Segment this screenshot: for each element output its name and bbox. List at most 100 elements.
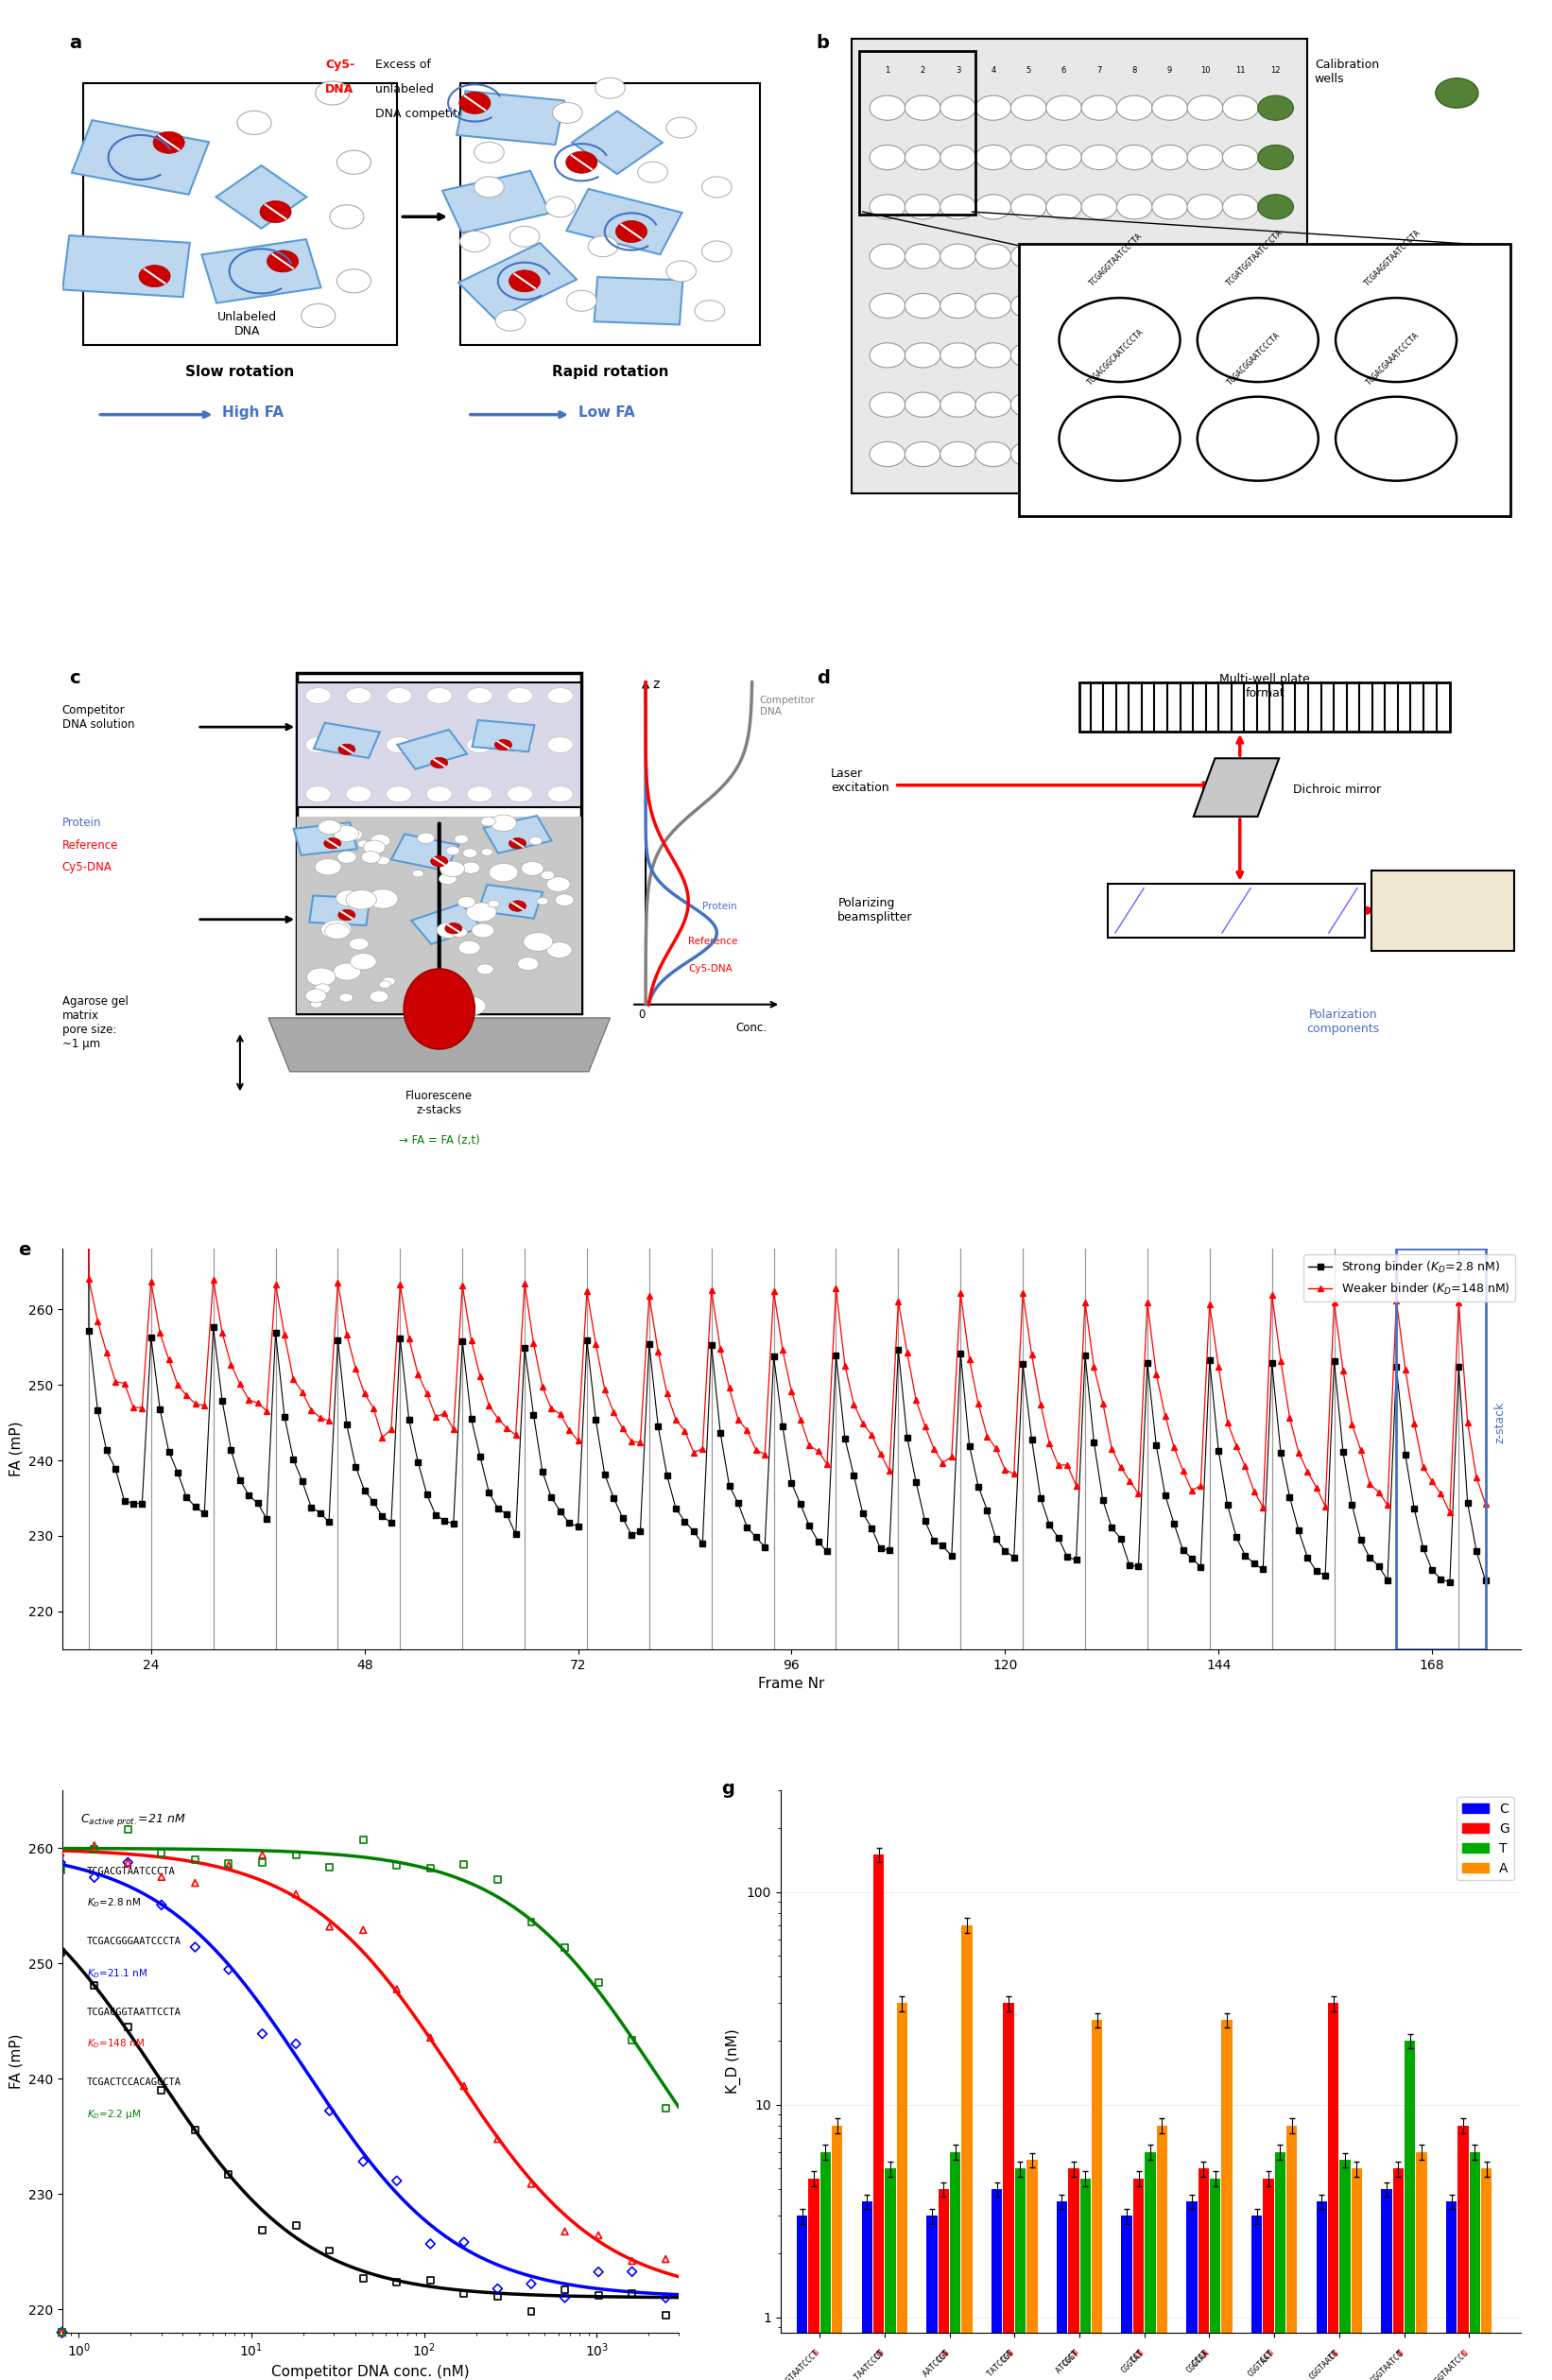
Text: $K_D$=2.8 nM: $K_D$=2.8 nM [87, 1897, 141, 1909]
Bar [1405, 2040, 1415, 2380]
FancyBboxPatch shape [296, 816, 582, 1014]
Point [351, 2142, 376, 2180]
Text: 0: 0 [638, 1009, 646, 1021]
Circle shape [1257, 343, 1293, 367]
Point [216, 1844, 241, 1883]
Circle shape [1046, 393, 1082, 416]
Text: TCGAGGTAATCCCTA: TCGAGGTAATCCCTA [1088, 231, 1144, 288]
Text: CGGTAATCC: CGGTAATCC [1369, 2349, 1406, 2380]
Point [14, 1821, 39, 1859]
Text: N: N [812, 2349, 821, 2359]
Point [14, 1833, 39, 1871]
Point [14, 1821, 39, 1859]
Circle shape [509, 226, 540, 248]
Text: CGGT: CGGT [1062, 2349, 1080, 2368]
Bar [1392, 2168, 1403, 2380]
Text: N: N [1181, 2349, 1211, 2378]
X-axis label: Competitor DNA conc. (nM): Competitor DNA conc. (nM) [272, 2363, 470, 2378]
Circle shape [1010, 293, 1046, 319]
Bar [897, 2004, 908, 2380]
Circle shape [476, 964, 494, 973]
Text: F: F [869, 350, 874, 359]
Circle shape [1082, 393, 1117, 416]
Circle shape [508, 738, 532, 752]
Circle shape [869, 195, 905, 219]
Text: 7: 7 [1097, 67, 1102, 76]
Text: D: D [869, 252, 875, 259]
Bar [1381, 2190, 1392, 2380]
Circle shape [976, 443, 1010, 466]
Bar [1080, 2178, 1091, 2380]
Circle shape [1152, 343, 1187, 367]
Circle shape [1436, 79, 1478, 107]
Y-axis label: FA (mP): FA (mP) [8, 2035, 23, 2090]
Text: Dichroic mirror: Dichroic mirror [1293, 783, 1381, 795]
Y-axis label: FA (mP): FA (mP) [8, 1421, 23, 1476]
Point [351, 2259, 376, 2297]
Circle shape [1010, 95, 1046, 121]
Circle shape [324, 838, 341, 850]
Circle shape [1257, 95, 1293, 121]
Circle shape [1046, 343, 1082, 367]
Text: CCCT: CCCT [1167, 2349, 1211, 2380]
Circle shape [1257, 293, 1293, 319]
Circle shape [315, 81, 349, 105]
Text: Competitor
DNA: Competitor DNA [759, 695, 815, 716]
Circle shape [306, 785, 331, 802]
Circle shape [346, 890, 377, 909]
Text: TCGACGGCAATCCCTA: TCGACGGCAATCCCTA [1086, 328, 1145, 388]
Circle shape [905, 195, 941, 219]
Circle shape [1046, 145, 1082, 169]
Legend: Strong binder ($K_D$=2.8 nM), Weaker binder ($K_D$=148 nM): Strong binder ($K_D$=2.8 nM), Weaker bin… [1304, 1254, 1515, 1302]
Circle shape [976, 343, 1010, 367]
Circle shape [1223, 95, 1259, 121]
Point [351, 1911, 376, 1949]
Point [417, 2225, 442, 2263]
Text: N: N [996, 2349, 1015, 2368]
Circle shape [1223, 145, 1259, 169]
Circle shape [556, 895, 574, 907]
Circle shape [1152, 145, 1187, 169]
Bar [1145, 2152, 1156, 2380]
Bar [796, 2216, 807, 2380]
Circle shape [445, 923, 462, 933]
Text: 1: 1 [885, 67, 889, 76]
Point [385, 2161, 410, 2199]
Point [518, 2266, 543, 2304]
FancyBboxPatch shape [84, 83, 397, 345]
Text: N: N [1058, 2349, 1080, 2370]
Point [216, 1847, 241, 1885]
Circle shape [1152, 243, 1187, 269]
Bar [1287, 2125, 1297, 2380]
Text: 8: 8 [1131, 67, 1138, 76]
Point [518, 1904, 543, 1942]
Bar [832, 2125, 843, 2380]
Text: G: G [869, 400, 875, 409]
Circle shape [941, 243, 976, 269]
Circle shape [1046, 195, 1082, 219]
Point [417, 1849, 442, 1887]
Point [284, 1875, 309, 1914]
Text: CCT: CCT [1107, 2349, 1145, 2380]
Circle shape [869, 393, 905, 416]
Text: unlabeled: unlabeled [376, 83, 433, 95]
Bar [397, 731, 467, 769]
Text: e: e [19, 1240, 31, 1259]
Bar [861, 2202, 872, 2380]
Circle shape [976, 95, 1010, 121]
Point [250, 1844, 275, 1883]
Bar [458, 243, 577, 319]
Circle shape [431, 757, 449, 769]
Point [284, 2206, 309, 2244]
Bar [391, 833, 459, 871]
Point [518, 2292, 543, 2330]
Point [553, 2271, 577, 2309]
Bar [1057, 2202, 1068, 2380]
Text: TCGACGGTAATTCCTA: TCGACGGTAATTCCTA [87, 2006, 182, 2016]
Point [653, 2278, 678, 2316]
Circle shape [466, 902, 497, 921]
Bar [411, 904, 481, 945]
Bar [1352, 2168, 1363, 2380]
Bar [1470, 2152, 1481, 2380]
Circle shape [407, 992, 428, 1007]
